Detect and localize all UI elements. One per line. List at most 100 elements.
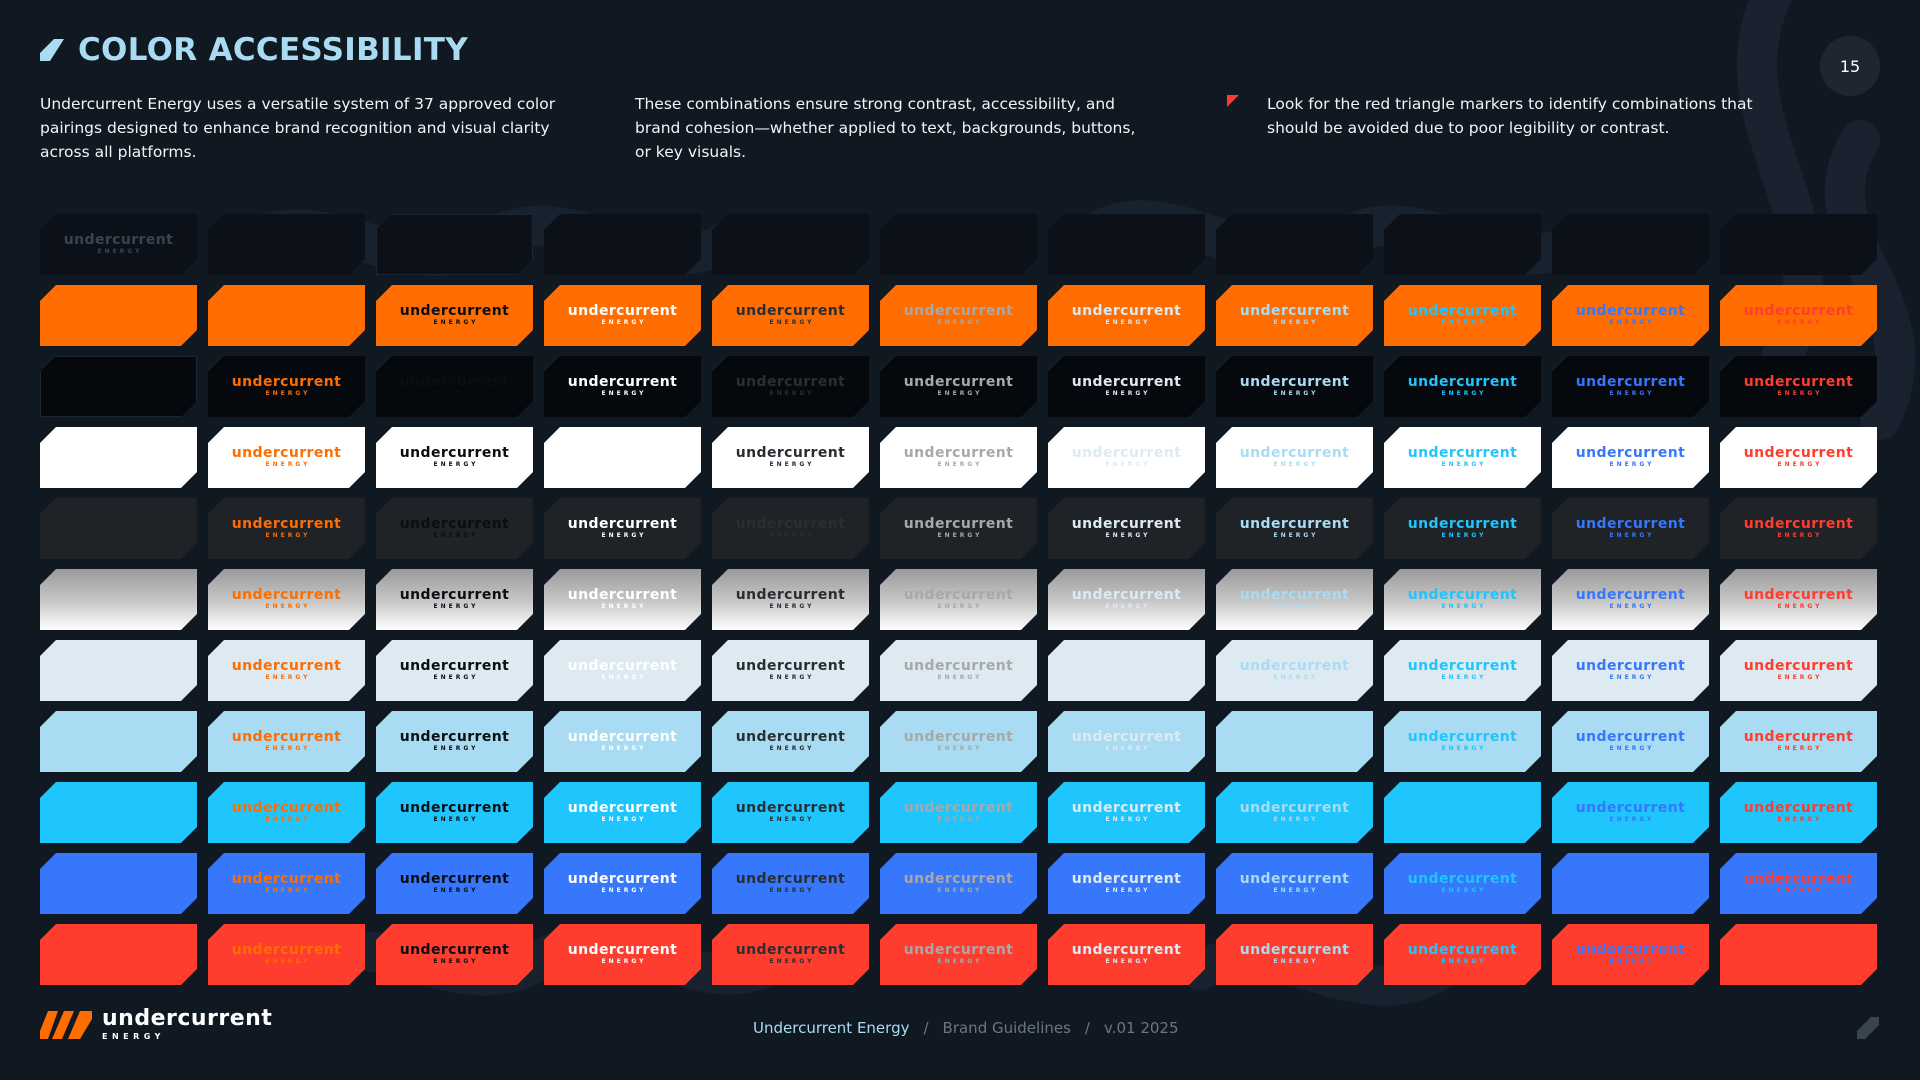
- swatch-subline: ENERGY: [1273, 816, 1319, 823]
- breadcrumb-company[interactable]: Undercurrent Energy: [753, 1019, 910, 1037]
- swatch-subline: ENERGY: [1273, 603, 1319, 610]
- avoid-marker-icon: [1552, 924, 1564, 936]
- swatch-wordmark: undercurrent: [399, 374, 510, 390]
- swatch-blue-on-dark-navy: [40, 853, 197, 914]
- swatch-black-on-sky: undercurrent ENERGY: [1216, 356, 1373, 417]
- swatch-wordmark: undercurrent: [735, 942, 846, 958]
- swatch-subline: ENERGY: [1777, 603, 1823, 610]
- swatch-black-on-ice: undercurrent ENERGY: [1048, 356, 1205, 417]
- swatch-subline: ENERGY: [265, 674, 311, 681]
- red-triangle-marker-icon: [1227, 95, 1239, 107]
- swatch-ice-on-silver-gradient: undercurrent ENERGY: [880, 640, 1037, 701]
- swatch-orange-on-black: undercurrent ENERGY: [376, 285, 533, 346]
- avoid-marker-icon: [712, 498, 724, 510]
- swatch-wordmark: undercurrent: [1071, 942, 1182, 958]
- swatch-white-on-blue: undercurrent ENERGY: [1552, 427, 1709, 488]
- swatch-wordmark: undercurrent: [231, 871, 342, 887]
- swatch-wordmark: undercurrent: [399, 303, 510, 319]
- swatch-ice-on-ice: undercurrent ENERGY: [1048, 640, 1205, 701]
- swatch-red-on-blue: undercurrent ENERGY: [1552, 924, 1709, 985]
- avoid-marker-icon: [544, 569, 556, 581]
- swatch-wordmark: undercurrent: [1407, 800, 1518, 816]
- avoid-marker-icon: [1384, 782, 1396, 794]
- swatch-wordmark: undercurrent: [567, 516, 678, 532]
- intro-paragraph-2: These combinations ensure strong contras…: [635, 95, 1136, 161]
- swatch-subline: ENERGY: [937, 532, 983, 539]
- avoid-marker-icon: [880, 711, 892, 723]
- swatch-blue-on-sky: undercurrent ENERGY: [1216, 853, 1373, 914]
- swatch-subline: ENERGY: [433, 816, 479, 823]
- swatch-wordmark: undercurrent: [1407, 871, 1518, 887]
- swatch-wordmark: undercurrent: [567, 445, 678, 461]
- swatch-charcoal-on-cyan: undercurrent ENERGY: [1384, 498, 1541, 559]
- avoid-marker-icon: [1720, 640, 1732, 652]
- swatch-black-on-black: undercurrent ENERGY: [376, 356, 533, 417]
- swatch-wordmark: undercurrent: [1743, 942, 1854, 958]
- swatch-black-on-white: undercurrent ENERGY: [544, 356, 701, 417]
- avoid-marker-icon: [1720, 782, 1732, 794]
- swatch-wordmark: undercurrent: [231, 303, 342, 319]
- swatch-subline: ENERGY: [433, 958, 479, 965]
- swatch-wordmark: undercurrent: [231, 516, 342, 532]
- swatch-red-on-ice: undercurrent ENERGY: [1048, 924, 1205, 985]
- avoid-marker-icon: [1384, 569, 1396, 581]
- swatch-wordmark: undercurrent: [1407, 445, 1518, 461]
- swatch-wordmark: undercurrent: [1071, 374, 1182, 390]
- swatch-dark-navy-on-red: [1720, 214, 1877, 275]
- swatch-subline: ENERGY: [1609, 674, 1655, 681]
- swatch-charcoal-on-ice: undercurrent ENERGY: [1048, 498, 1205, 559]
- swatch-ice-on-black: undercurrent ENERGY: [376, 640, 533, 701]
- swatch-wordmark: undercurrent: [399, 729, 510, 745]
- swatch-orange-on-blue: undercurrent ENERGY: [1552, 285, 1709, 346]
- avoid-marker-icon: [208, 285, 220, 297]
- swatch-subline: ENERGY: [1777, 461, 1823, 468]
- swatch-subline: ENERGY: [1273, 319, 1319, 326]
- swatch-wordmark: undercurrent: [903, 658, 1014, 674]
- swatch-subline: ENERGY: [1609, 603, 1655, 610]
- swatch-blue-on-silver-gradient: undercurrent ENERGY: [880, 853, 1037, 914]
- avoid-marker-icon: [1384, 640, 1396, 652]
- intro-paragraph-1: Undercurrent Energy uses a versatile sys…: [40, 95, 556, 161]
- swatch-subline: ENERGY: [937, 461, 983, 468]
- avoid-marker-icon: [880, 924, 892, 936]
- swatch-subline: ENERGY: [1105, 816, 1151, 823]
- swatch-subline: ENERGY: [601, 319, 647, 326]
- swatch-subline: ENERGY: [601, 390, 647, 397]
- swatch-subline: ENERGY: [433, 461, 479, 468]
- avoid-marker-icon: [1384, 711, 1396, 723]
- swatch-wordmark: undercurrent: [1239, 587, 1350, 603]
- swatch-silver-gradient-on-red: undercurrent ENERGY: [1720, 569, 1877, 630]
- swatch-dark-navy-on-charcoal: [712, 214, 869, 275]
- swatch-sky-on-blue: undercurrent ENERGY: [1552, 711, 1709, 772]
- swatch-subline: ENERGY: [601, 816, 647, 823]
- swatch-charcoal-on-red: undercurrent ENERGY: [1720, 498, 1877, 559]
- swatch-white-on-red: undercurrent ENERGY: [1720, 427, 1877, 488]
- avoid-marker-icon: [376, 356, 388, 368]
- avoid-marker-icon: [1552, 853, 1564, 865]
- color-pairing-grid: undercurrent ENERGY undercurrent ENERGY unde…: [40, 214, 1877, 985]
- breadcrumb-document[interactable]: Brand Guidelines: [942, 1019, 1071, 1037]
- swatch-wordmark: undercurrent: [231, 800, 342, 816]
- swatch-wordmark: undercurrent: [903, 729, 1014, 745]
- avoid-marker-icon: [1384, 285, 1396, 297]
- swatch-subline: ENERGY: [433, 674, 479, 681]
- swatch-red-on-orange: undercurrent ENERGY: [208, 924, 365, 985]
- swatch-subline: ENERGY: [1441, 532, 1487, 539]
- swatch-wordmark: undercurrent: [1239, 871, 1350, 887]
- swatch-subline: ENERGY: [1105, 603, 1151, 610]
- swatch-subline: ENERGY: [769, 816, 815, 823]
- undercurrent-logo-mark-icon: [40, 1010, 92, 1039]
- swatch-subline: ENERGY: [1441, 674, 1487, 681]
- swatch-charcoal-on-blue: undercurrent ENERGY: [1552, 498, 1709, 559]
- swatch-blue-on-orange: undercurrent ENERGY: [208, 853, 365, 914]
- page-number-badge: 15: [1820, 36, 1880, 96]
- swatch-subline: ENERGY: [1273, 461, 1319, 468]
- swatch-wordmark: undercurrent: [1407, 942, 1518, 958]
- footer-logo: undercurrent ENERGY: [40, 1008, 272, 1041]
- swatch-subline: ENERGY: [1609, 461, 1655, 468]
- swatch-wordmark: undercurrent: [903, 587, 1014, 603]
- swatch-subline: ENERGY: [433, 390, 479, 397]
- swatch-cyan-on-dark-navy: [40, 782, 197, 843]
- swatch-white-on-sky: undercurrent ENERGY: [1216, 427, 1373, 488]
- swatch-subline: ENERGY: [601, 532, 647, 539]
